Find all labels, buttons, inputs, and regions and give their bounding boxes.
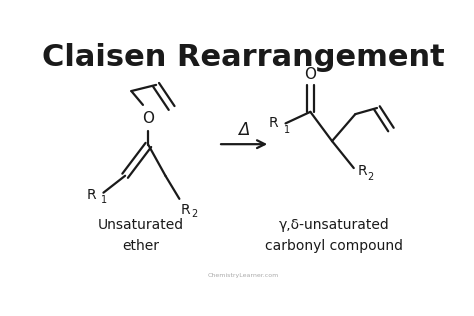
Text: γ,δ-unsaturated
carbonyl compound: γ,δ-unsaturated carbonyl compound (265, 218, 403, 253)
Text: R: R (357, 164, 367, 178)
Text: 1: 1 (101, 195, 107, 205)
Text: R: R (181, 203, 191, 217)
Text: ChemistryLearner.com: ChemistryLearner.com (207, 273, 279, 278)
Text: R: R (269, 116, 279, 130)
Text: R: R (87, 188, 96, 202)
Text: Δ: Δ (238, 121, 250, 139)
Text: 1: 1 (284, 125, 290, 135)
Text: O: O (142, 111, 155, 125)
Text: Claisen Rearrangement: Claisen Rearrangement (42, 43, 444, 71)
Text: O: O (304, 67, 316, 82)
Text: 2: 2 (368, 172, 374, 182)
Text: Unsaturated
ether: Unsaturated ether (98, 218, 184, 253)
Text: 2: 2 (191, 209, 197, 219)
